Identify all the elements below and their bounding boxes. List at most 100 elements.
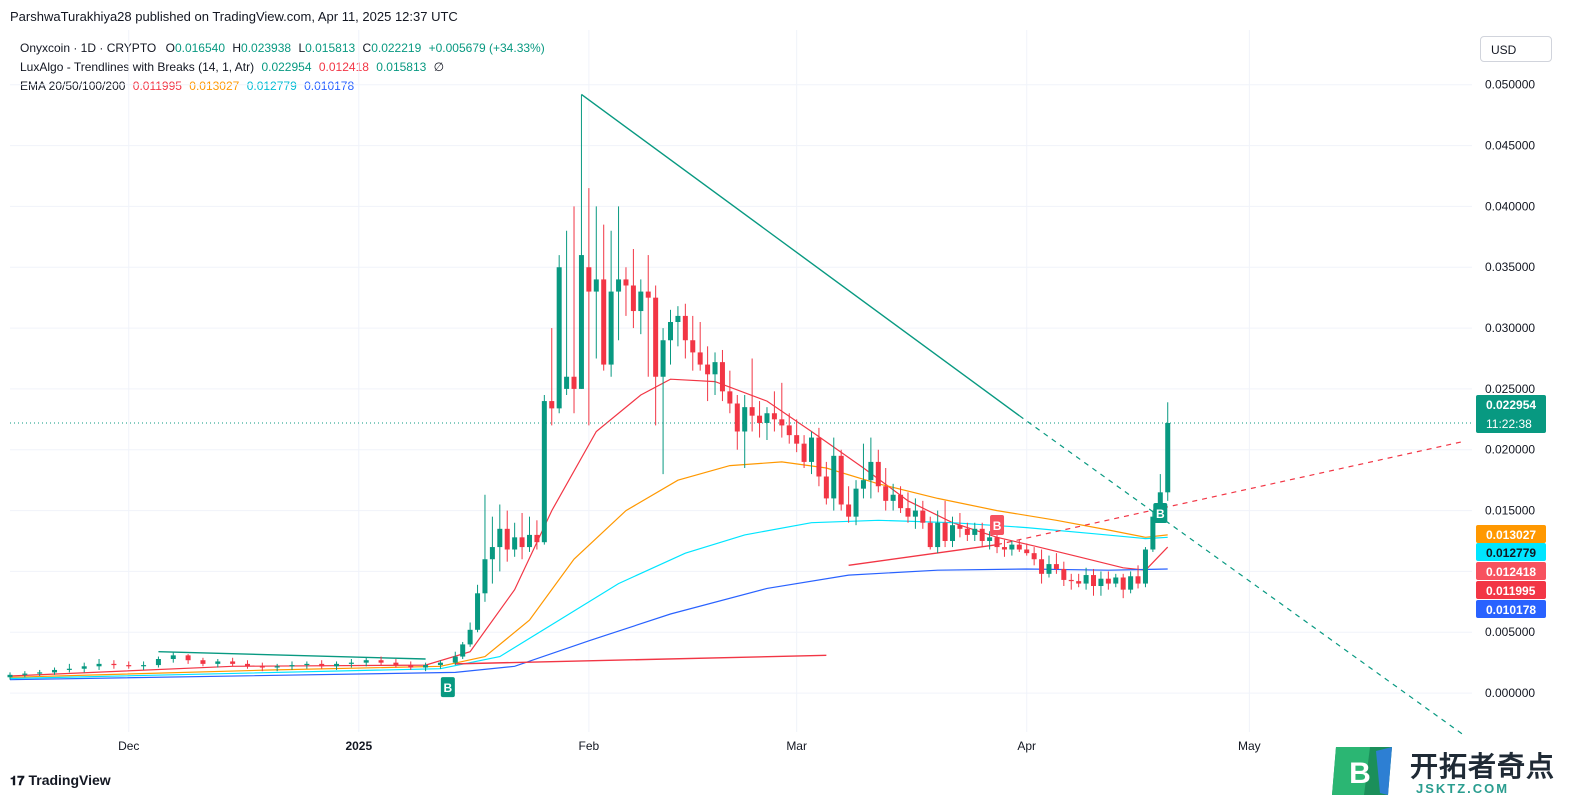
candle-body: [927, 522, 933, 548]
ema20-value: 0.011995: [132, 79, 182, 93]
currency-selector[interactable]: USD: [1480, 36, 1552, 62]
candle-body: [475, 593, 481, 630]
indicator1-name[interactable]: LuxAlgo - Trendlines with Breaks (14, 1,…: [20, 60, 255, 74]
candle-body: [393, 662, 399, 666]
candle-body: [215, 661, 221, 664]
candle-body: [898, 494, 904, 509]
x-tick-label: Apr: [1017, 739, 1036, 753]
candle-body: [801, 443, 807, 462]
candle-body: [512, 537, 518, 550]
watermark: B 开拓者奇点 JSKTZ.COM: [1330, 745, 1580, 803]
candle-body: [1091, 575, 1097, 587]
price-label-box: [1476, 600, 1546, 618]
candle-body: [935, 522, 941, 548]
candle-body: [616, 279, 622, 292]
candle-body: [141, 665, 147, 667]
ema200-value: 0.010178: [304, 79, 355, 93]
candle-body: [460, 644, 466, 657]
candle-body: [987, 537, 993, 541]
symbol-name[interactable]: Onyxcoin · 1D · CRYPTO: [20, 41, 157, 55]
candle-body: [779, 419, 785, 426]
y-tick-label: 0.040000: [1485, 199, 1535, 213]
ema100-value: 0.012779: [246, 79, 297, 93]
candle-body: [1001, 547, 1007, 550]
signal-label: B: [1156, 507, 1165, 521]
candle-body: [578, 255, 584, 389]
candle-body: [244, 663, 250, 667]
candle-body: [274, 666, 280, 668]
price-label-box: [1476, 581, 1546, 599]
y-tick-label: 0.005000: [1485, 625, 1535, 639]
countdown-label: 11:22:38: [1486, 417, 1532, 431]
trendline-dashed: [996, 440, 1465, 546]
watermark-domain: JSKTZ.COM: [1416, 781, 1510, 796]
candle-body: [348, 662, 354, 664]
candle-body: [846, 504, 852, 517]
candle-body: [816, 437, 822, 477]
candle-body: [860, 480, 866, 489]
tradingview-logo-text: TradingView: [28, 772, 111, 788]
candle-body: [556, 267, 562, 409]
candle-body: [875, 461, 881, 487]
indicator2-name[interactable]: EMA 20/50/100/200: [20, 79, 126, 93]
candle-body: [489, 547, 495, 560]
candle-body: [1120, 577, 1126, 590]
candle-body: [497, 528, 503, 548]
candle-body: [81, 666, 87, 669]
candle-body: [749, 407, 755, 416]
candle-body: [890, 494, 896, 501]
trendline-solid: [581, 93, 1020, 417]
candle-body: [1165, 422, 1171, 493]
candle-body: [912, 510, 918, 517]
ema50-value: 0.013027: [189, 79, 240, 93]
candle-body: [437, 662, 443, 666]
candle-body: [96, 663, 102, 667]
candle-body: [868, 461, 874, 481]
candle-body: [564, 376, 570, 389]
y-tick-label: 0.030000: [1485, 321, 1535, 335]
candle-body: [423, 665, 429, 668]
price-label-text: 0.011995: [1486, 584, 1536, 598]
legend-symbol-row: Onyxcoin · 1D · CRYPTO O0.016540 H0.0239…: [20, 39, 545, 58]
price-label-text: 0.012418: [1486, 565, 1536, 579]
candle-body: [757, 415, 763, 423]
ind1-value-3: 0.015813: [376, 60, 427, 74]
candle-body: [1135, 576, 1141, 584]
close-value: 0.022219: [371, 41, 422, 55]
candle-body: [638, 291, 644, 312]
candle-body: [259, 666, 265, 668]
tradingview-logo[interactable]: 𝟏𝟕 TradingView: [10, 772, 111, 789]
candle-body: [786, 425, 792, 436]
price-label-box: [1476, 525, 1546, 543]
candle-body: [126, 665, 132, 667]
candle-body: [304, 663, 310, 666]
candle-body: [942, 522, 948, 541]
ema-lines: [9, 378, 1169, 681]
x-tick-label: Dec: [118, 739, 139, 753]
candle-body: [289, 665, 295, 667]
ema-line: [9, 378, 1169, 677]
price-label-box: [1476, 543, 1546, 561]
publisher-line: ParshwaTurakhiya28 published on TradingV…: [10, 9, 458, 24]
watermark-brand: 开拓者奇点: [1410, 751, 1556, 782]
candle-body: [1068, 579, 1074, 582]
candle-body: [549, 401, 555, 409]
candle-body: [1031, 553, 1037, 560]
candle-body: [660, 340, 666, 377]
watermark-badge-icon: B: [1332, 747, 1392, 795]
y-tick-label: 0.050000: [1485, 78, 1535, 92]
candle-body: [230, 661, 236, 664]
candle-body: [682, 315, 688, 341]
candle-body: [794, 435, 800, 444]
ema-line: [9, 519, 1168, 680]
candle-body: [831, 455, 837, 499]
candle-body: [1083, 575, 1089, 584]
trendline-solid: [848, 543, 998, 567]
candle-body: [1150, 516, 1156, 550]
candle-body: [1113, 577, 1119, 584]
trendlines: [10, 93, 1472, 737]
axes: 0.050000 0.045000 0.040000 0.035000 0.030000…: [118, 78, 1535, 753]
candle-body: [883, 486, 889, 501]
candle-body: [853, 488, 859, 517]
